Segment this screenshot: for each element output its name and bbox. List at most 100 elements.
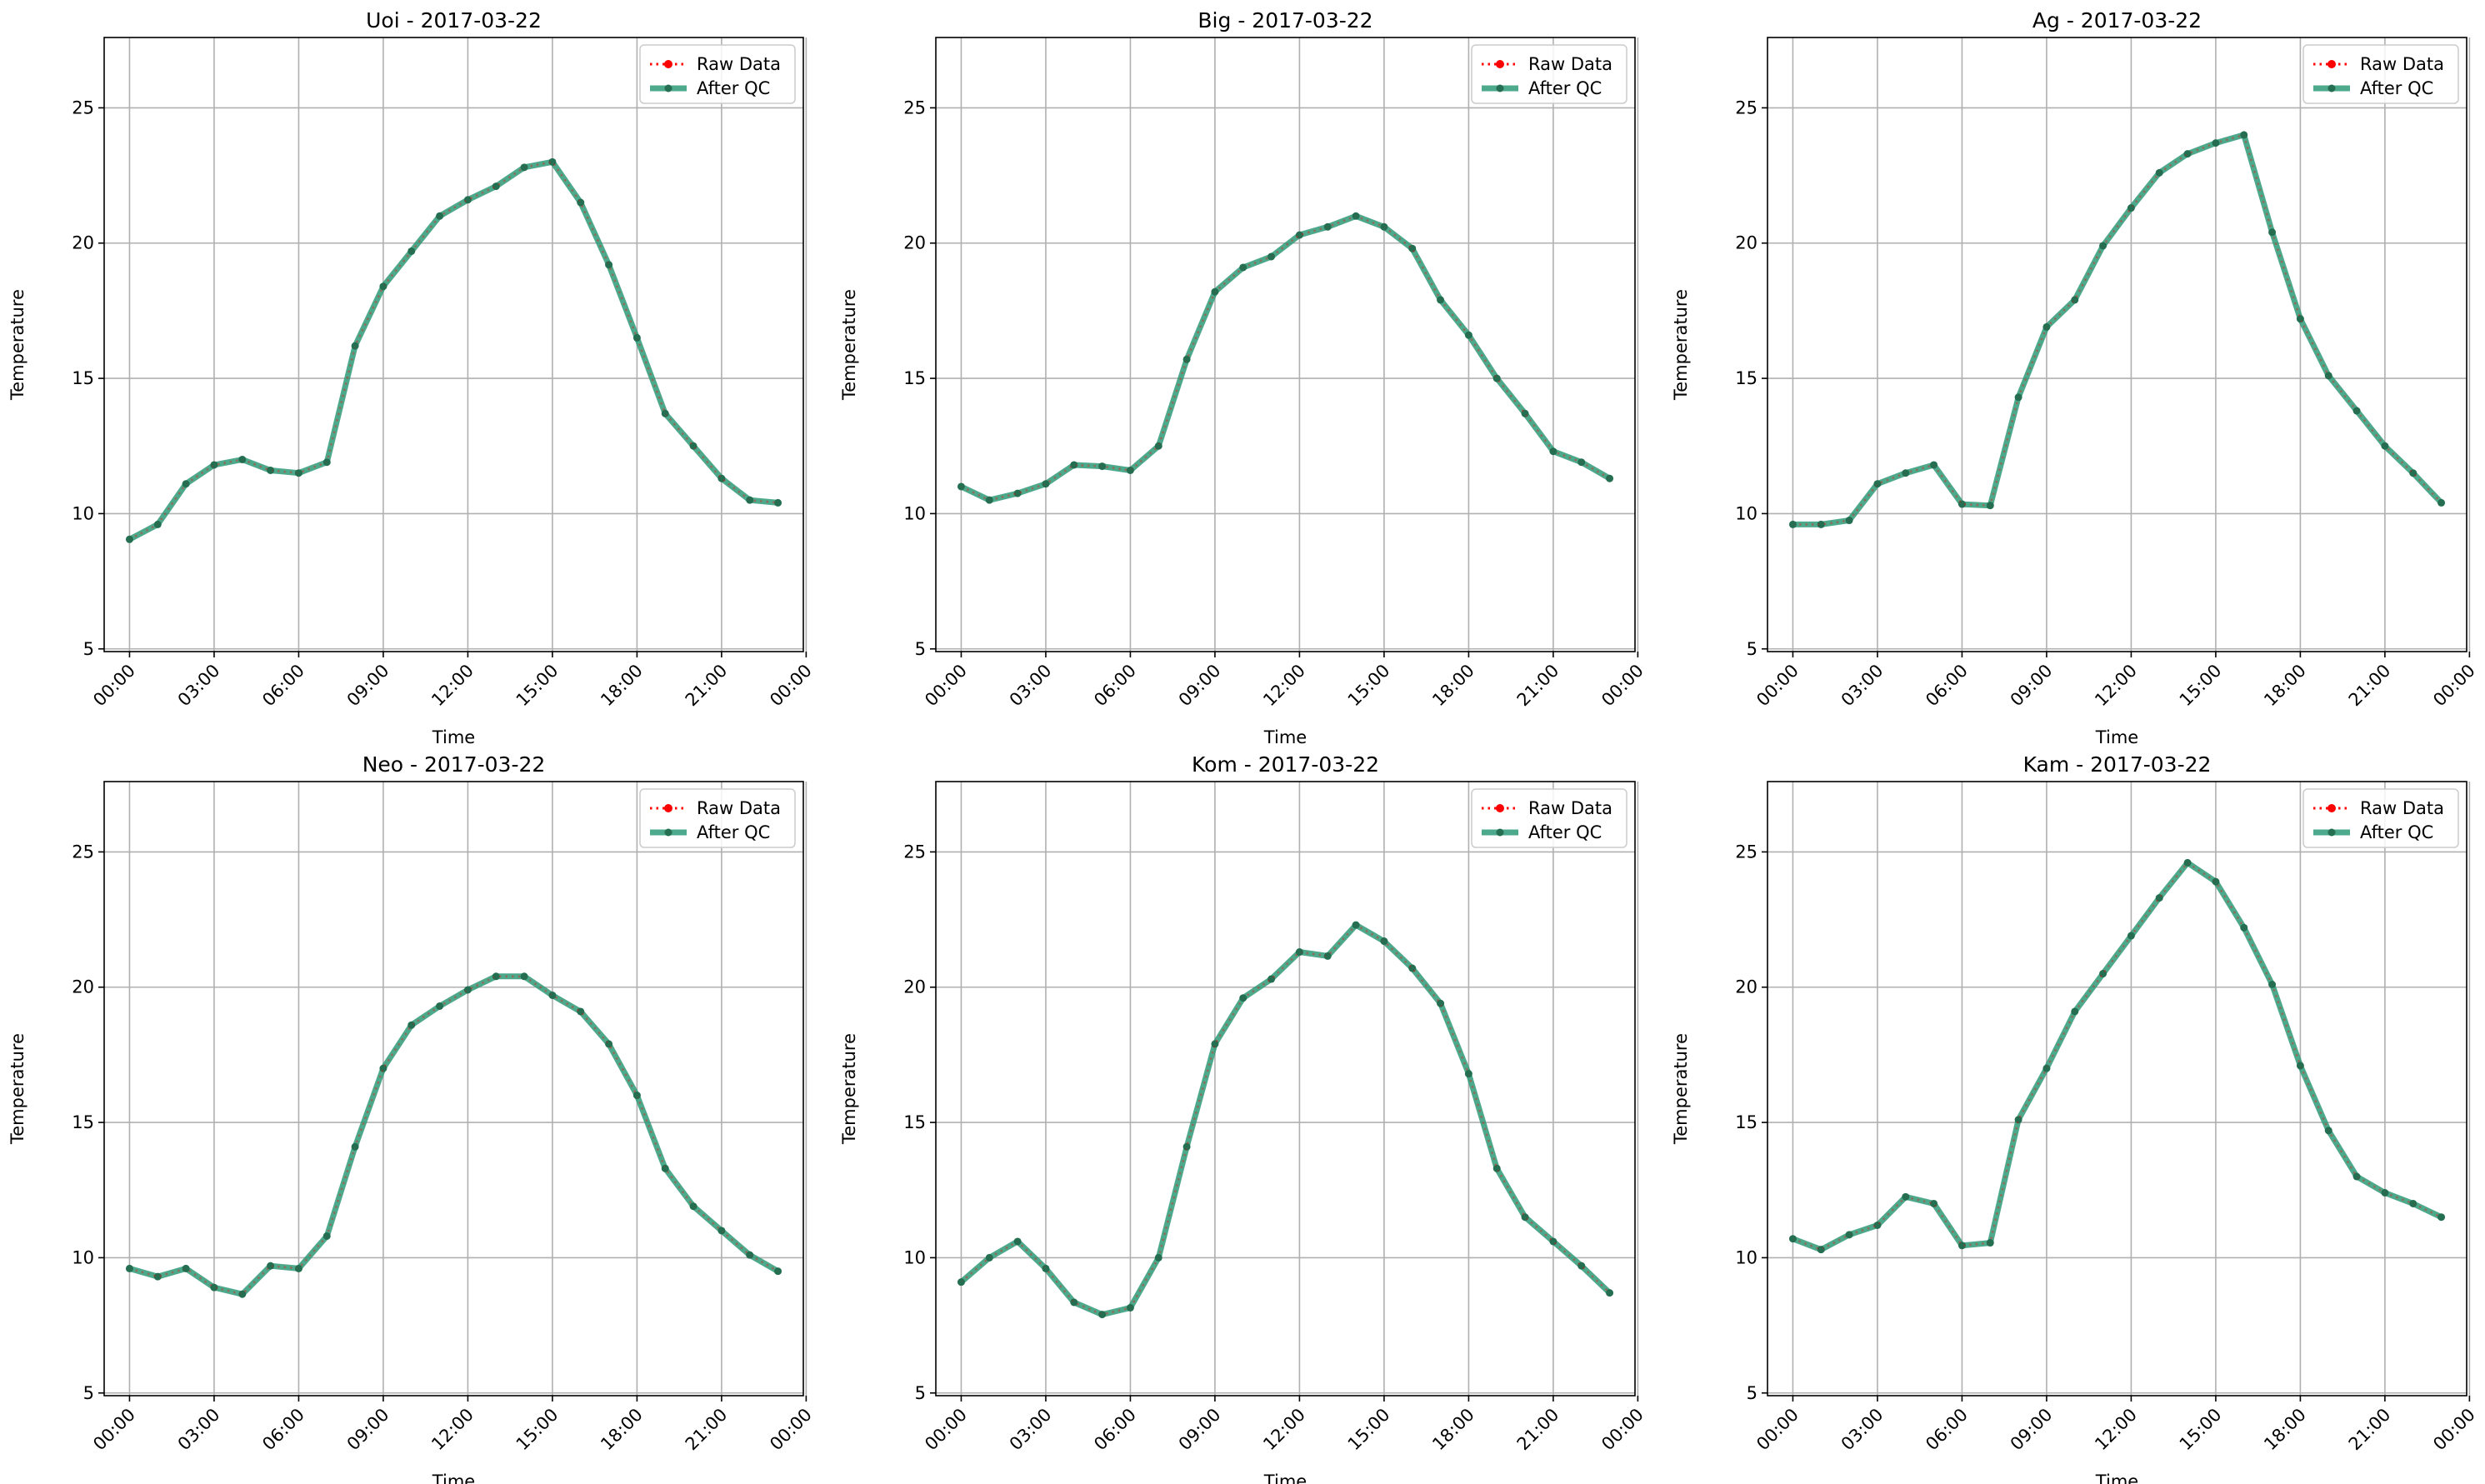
- x-tick-label: 00:00: [1598, 1405, 1648, 1455]
- data-point-raw-data: [465, 197, 471, 202]
- data-point-raw-data: [2382, 1190, 2388, 1196]
- data-point-raw-data: [1959, 502, 1965, 507]
- data-point-raw-data: [2100, 971, 2106, 977]
- data-point-raw-data: [2411, 1201, 2416, 1207]
- legend-label-after-qc: After QC: [697, 78, 770, 98]
- data-point-raw-data: [240, 457, 245, 462]
- legend-label-raw-data: Raw Data: [2360, 798, 2444, 818]
- data-point-raw-data: [155, 522, 160, 527]
- x-tick-label: 06:00: [258, 661, 308, 711]
- legend-marker-after-qc: [664, 828, 672, 837]
- data-point-raw-data: [1579, 460, 1584, 465]
- data-point-raw-data: [1607, 476, 1612, 481]
- y-tick-label: 20: [903, 233, 926, 253]
- x-tick-label: 09:00: [2007, 1405, 2057, 1455]
- data-point-raw-data: [437, 213, 442, 218]
- x-tick-label: 09:00: [343, 661, 393, 711]
- data-point-raw-data: [1184, 357, 1189, 362]
- x-tick-label: 09:00: [1175, 1405, 1225, 1455]
- data-point-raw-data: [2128, 205, 2134, 211]
- data-point-raw-data: [1072, 1300, 1077, 1305]
- x-tick-label: 15:00: [2176, 661, 2226, 711]
- data-point-raw-data: [1551, 449, 1556, 454]
- data-point-raw-data: [465, 987, 471, 992]
- axes-frame: [103, 37, 804, 652]
- legend-marker-raw-data: [664, 60, 672, 68]
- data-point-raw-data: [296, 1266, 302, 1272]
- data-point-raw-data: [155, 1274, 160, 1279]
- data-point-raw-data: [2185, 860, 2190, 866]
- data-point-raw-data: [1325, 953, 1330, 959]
- x-tick-label: 00:00: [1752, 661, 1802, 711]
- data-point-raw-data: [522, 974, 527, 979]
- data-point-raw-data: [2269, 982, 2275, 987]
- x-tick-label: 09:00: [2007, 661, 2057, 711]
- x-tick-label: 06:00: [1090, 661, 1140, 711]
- y-tick-label: 25: [72, 842, 94, 862]
- data-point-raw-data: [2438, 1215, 2444, 1220]
- x-tick-label: 03:00: [1838, 661, 1888, 711]
- x-tick-label: 15:00: [512, 1405, 562, 1455]
- data-point-raw-data: [1241, 265, 1246, 270]
- data-point-raw-data: [1015, 491, 1020, 496]
- data-point-raw-data: [719, 1228, 724, 1233]
- axes-frame: [935, 37, 1636, 652]
- y-tick-label: 10: [903, 1247, 926, 1267]
- data-point-raw-data: [775, 1269, 781, 1274]
- y-tick-label: 15: [903, 368, 926, 388]
- x-tick-label: 00:00: [2429, 661, 2479, 711]
- y-tick-label: 10: [72, 1247, 94, 1267]
- y-tick-label: 10: [903, 503, 926, 523]
- data-point-raw-data: [1959, 1243, 1965, 1248]
- data-point-raw-data: [1100, 1312, 1105, 1317]
- data-point-raw-data: [2298, 317, 2302, 322]
- data-point-raw-data: [1043, 482, 1048, 487]
- y-axis-label: Temperature: [8, 289, 28, 401]
- y-tick-label: 10: [1735, 503, 1758, 523]
- x-tick-label: 03:00: [174, 661, 224, 711]
- data-point-raw-data: [1212, 289, 1218, 294]
- data-point-raw-data: [2016, 1117, 2021, 1122]
- data-point-raw-data: [1043, 1266, 1048, 1272]
- x-tick-label: 21:00: [1513, 1405, 1563, 1455]
- y-axis-label: Temperature: [839, 289, 859, 401]
- data-point-raw-data: [2242, 925, 2247, 930]
- data-point-raw-data: [1128, 1305, 1133, 1311]
- legend-label-after-qc: After QC: [2360, 822, 2433, 842]
- series-line-raw-data: [128, 160, 778, 541]
- data-point-raw-data: [240, 1292, 245, 1297]
- y-tick-label: 20: [72, 977, 94, 997]
- x-tick-label: 12:00: [2091, 1405, 2141, 1455]
- data-point-raw-data: [1932, 462, 1937, 467]
- x-tick-label: 18:00: [2260, 661, 2310, 711]
- data-point-raw-data: [578, 1009, 583, 1014]
- data-point-raw-data: [550, 159, 555, 164]
- axes-frame: [103, 781, 804, 1397]
- x-tick-label: 00:00: [921, 661, 971, 711]
- legend: Raw Data After QC: [639, 44, 796, 104]
- data-point-raw-data: [522, 165, 527, 170]
- y-axis-label: Temperature: [839, 1033, 859, 1145]
- series-line-raw-data: [960, 214, 1611, 502]
- data-point-raw-data: [987, 1255, 992, 1261]
- y-tick-label: 15: [903, 1112, 926, 1132]
- y-tick-label: 5: [83, 639, 94, 659]
- data-point-raw-data: [775, 500, 781, 506]
- data-point-raw-data: [1353, 213, 1358, 218]
- x-tick-label: 06:00: [1922, 1405, 1972, 1455]
- x-tick-label: 03:00: [1838, 1405, 1888, 1455]
- y-tick-label: 5: [1747, 639, 1758, 659]
- legend-label-after-qc: After QC: [1528, 822, 1602, 842]
- y-tick-label: 25: [1735, 842, 1758, 862]
- y-tick-label: 15: [72, 1112, 94, 1132]
- data-point-raw-data: [1184, 1144, 1189, 1149]
- x-tick-label: 21:00: [682, 1405, 732, 1455]
- x-tick-label: 06:00: [1090, 1405, 1140, 1455]
- data-point-raw-data: [2213, 141, 2218, 146]
- data-point-raw-data: [606, 1042, 612, 1047]
- data-point-raw-data: [662, 411, 668, 416]
- data-point-raw-data: [2157, 896, 2162, 901]
- x-tick-label: 15:00: [2176, 1405, 2226, 1455]
- data-point-raw-data: [1382, 938, 1387, 944]
- x-axis-label: Time: [432, 1472, 475, 1484]
